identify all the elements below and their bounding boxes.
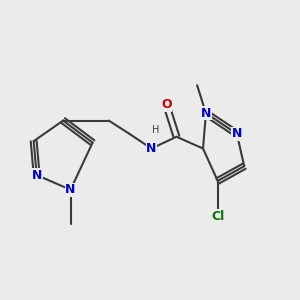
Text: N: N <box>32 169 42 182</box>
Text: Cl: Cl <box>211 210 224 223</box>
Text: H: H <box>152 125 160 135</box>
Text: N: N <box>146 142 157 155</box>
Text: N: N <box>232 127 242 140</box>
Text: N: N <box>201 107 211 120</box>
Text: O: O <box>161 98 172 111</box>
Text: N: N <box>65 183 76 196</box>
